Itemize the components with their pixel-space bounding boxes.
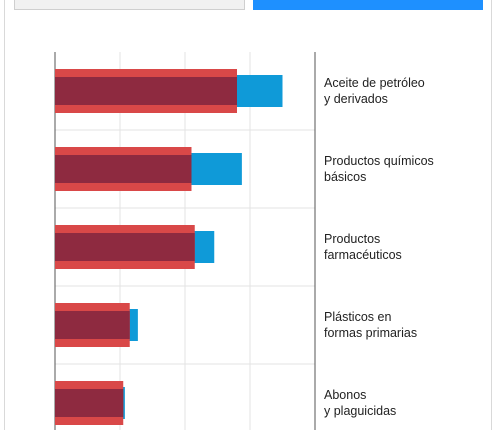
- category-label: formas primarias: [324, 326, 417, 340]
- bar-series-2-inner: [55, 155, 192, 183]
- category-label: y derivados: [324, 92, 388, 106]
- category-label: Productos: [324, 232, 380, 246]
- bar-series-2-inner: [55, 389, 124, 417]
- bar-series-2-inner: [55, 233, 195, 261]
- category-label: farmacéuticos: [324, 248, 402, 262]
- bar-series-2-inner: [55, 77, 237, 105]
- tab-inactive[interactable]: [14, 0, 245, 10]
- panel-frame: [4, 0, 492, 430]
- category-label: Plásticos en: [324, 310, 391, 324]
- category-label: y plaguicidas: [324, 404, 396, 418]
- category-label: Aceite de petróleo: [324, 76, 425, 90]
- bar-series-2-inner: [55, 311, 130, 339]
- category-label: Abonos: [324, 388, 366, 402]
- tab-active[interactable]: [253, 0, 483, 10]
- category-label: Productos químicos: [324, 154, 434, 168]
- tab-bar: [14, 0, 483, 10]
- category-label: básicos: [324, 170, 366, 184]
